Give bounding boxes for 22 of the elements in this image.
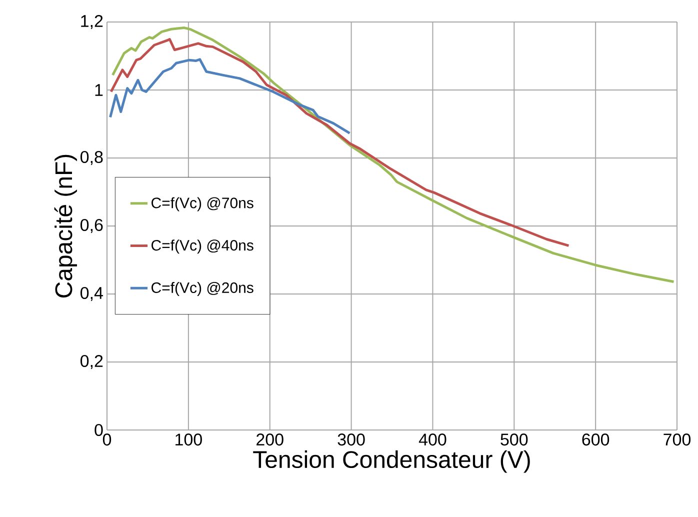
y-tick-label: 1,2 xyxy=(81,14,103,30)
x-tick-label: 400 xyxy=(418,434,446,446)
line-series xyxy=(109,58,351,134)
y-tick-label: 0,4 xyxy=(80,286,103,302)
y-tick-label: 1 xyxy=(95,84,103,96)
y-axis-title: Capacité (nF) xyxy=(54,154,77,298)
line-series xyxy=(111,26,675,284)
legend-label: C=f(Vc) @40ns xyxy=(152,240,254,254)
x-tick-label: 700 xyxy=(664,434,691,446)
y-tick-label: 0,2 xyxy=(80,354,103,370)
x-axis-title: Tension Condensateur (V) xyxy=(253,450,530,473)
x-tick-label: 500 xyxy=(500,434,528,446)
y-tick-label: 0 xyxy=(94,424,103,436)
x-tick-label: 100 xyxy=(176,434,202,446)
legend-label: C=f(Vc) @70ns xyxy=(152,197,254,212)
x-tick-label: 600 xyxy=(582,434,610,446)
y-tick-label: 0,6 xyxy=(80,218,103,234)
y-tick-label: 0,8 xyxy=(80,150,103,166)
x-tick-label: 0 xyxy=(102,434,112,446)
x-tick-label: 200 xyxy=(256,434,284,446)
x-tick-label: 300 xyxy=(338,434,365,446)
legend-label: C=f(Vc) @20ns xyxy=(152,282,254,296)
